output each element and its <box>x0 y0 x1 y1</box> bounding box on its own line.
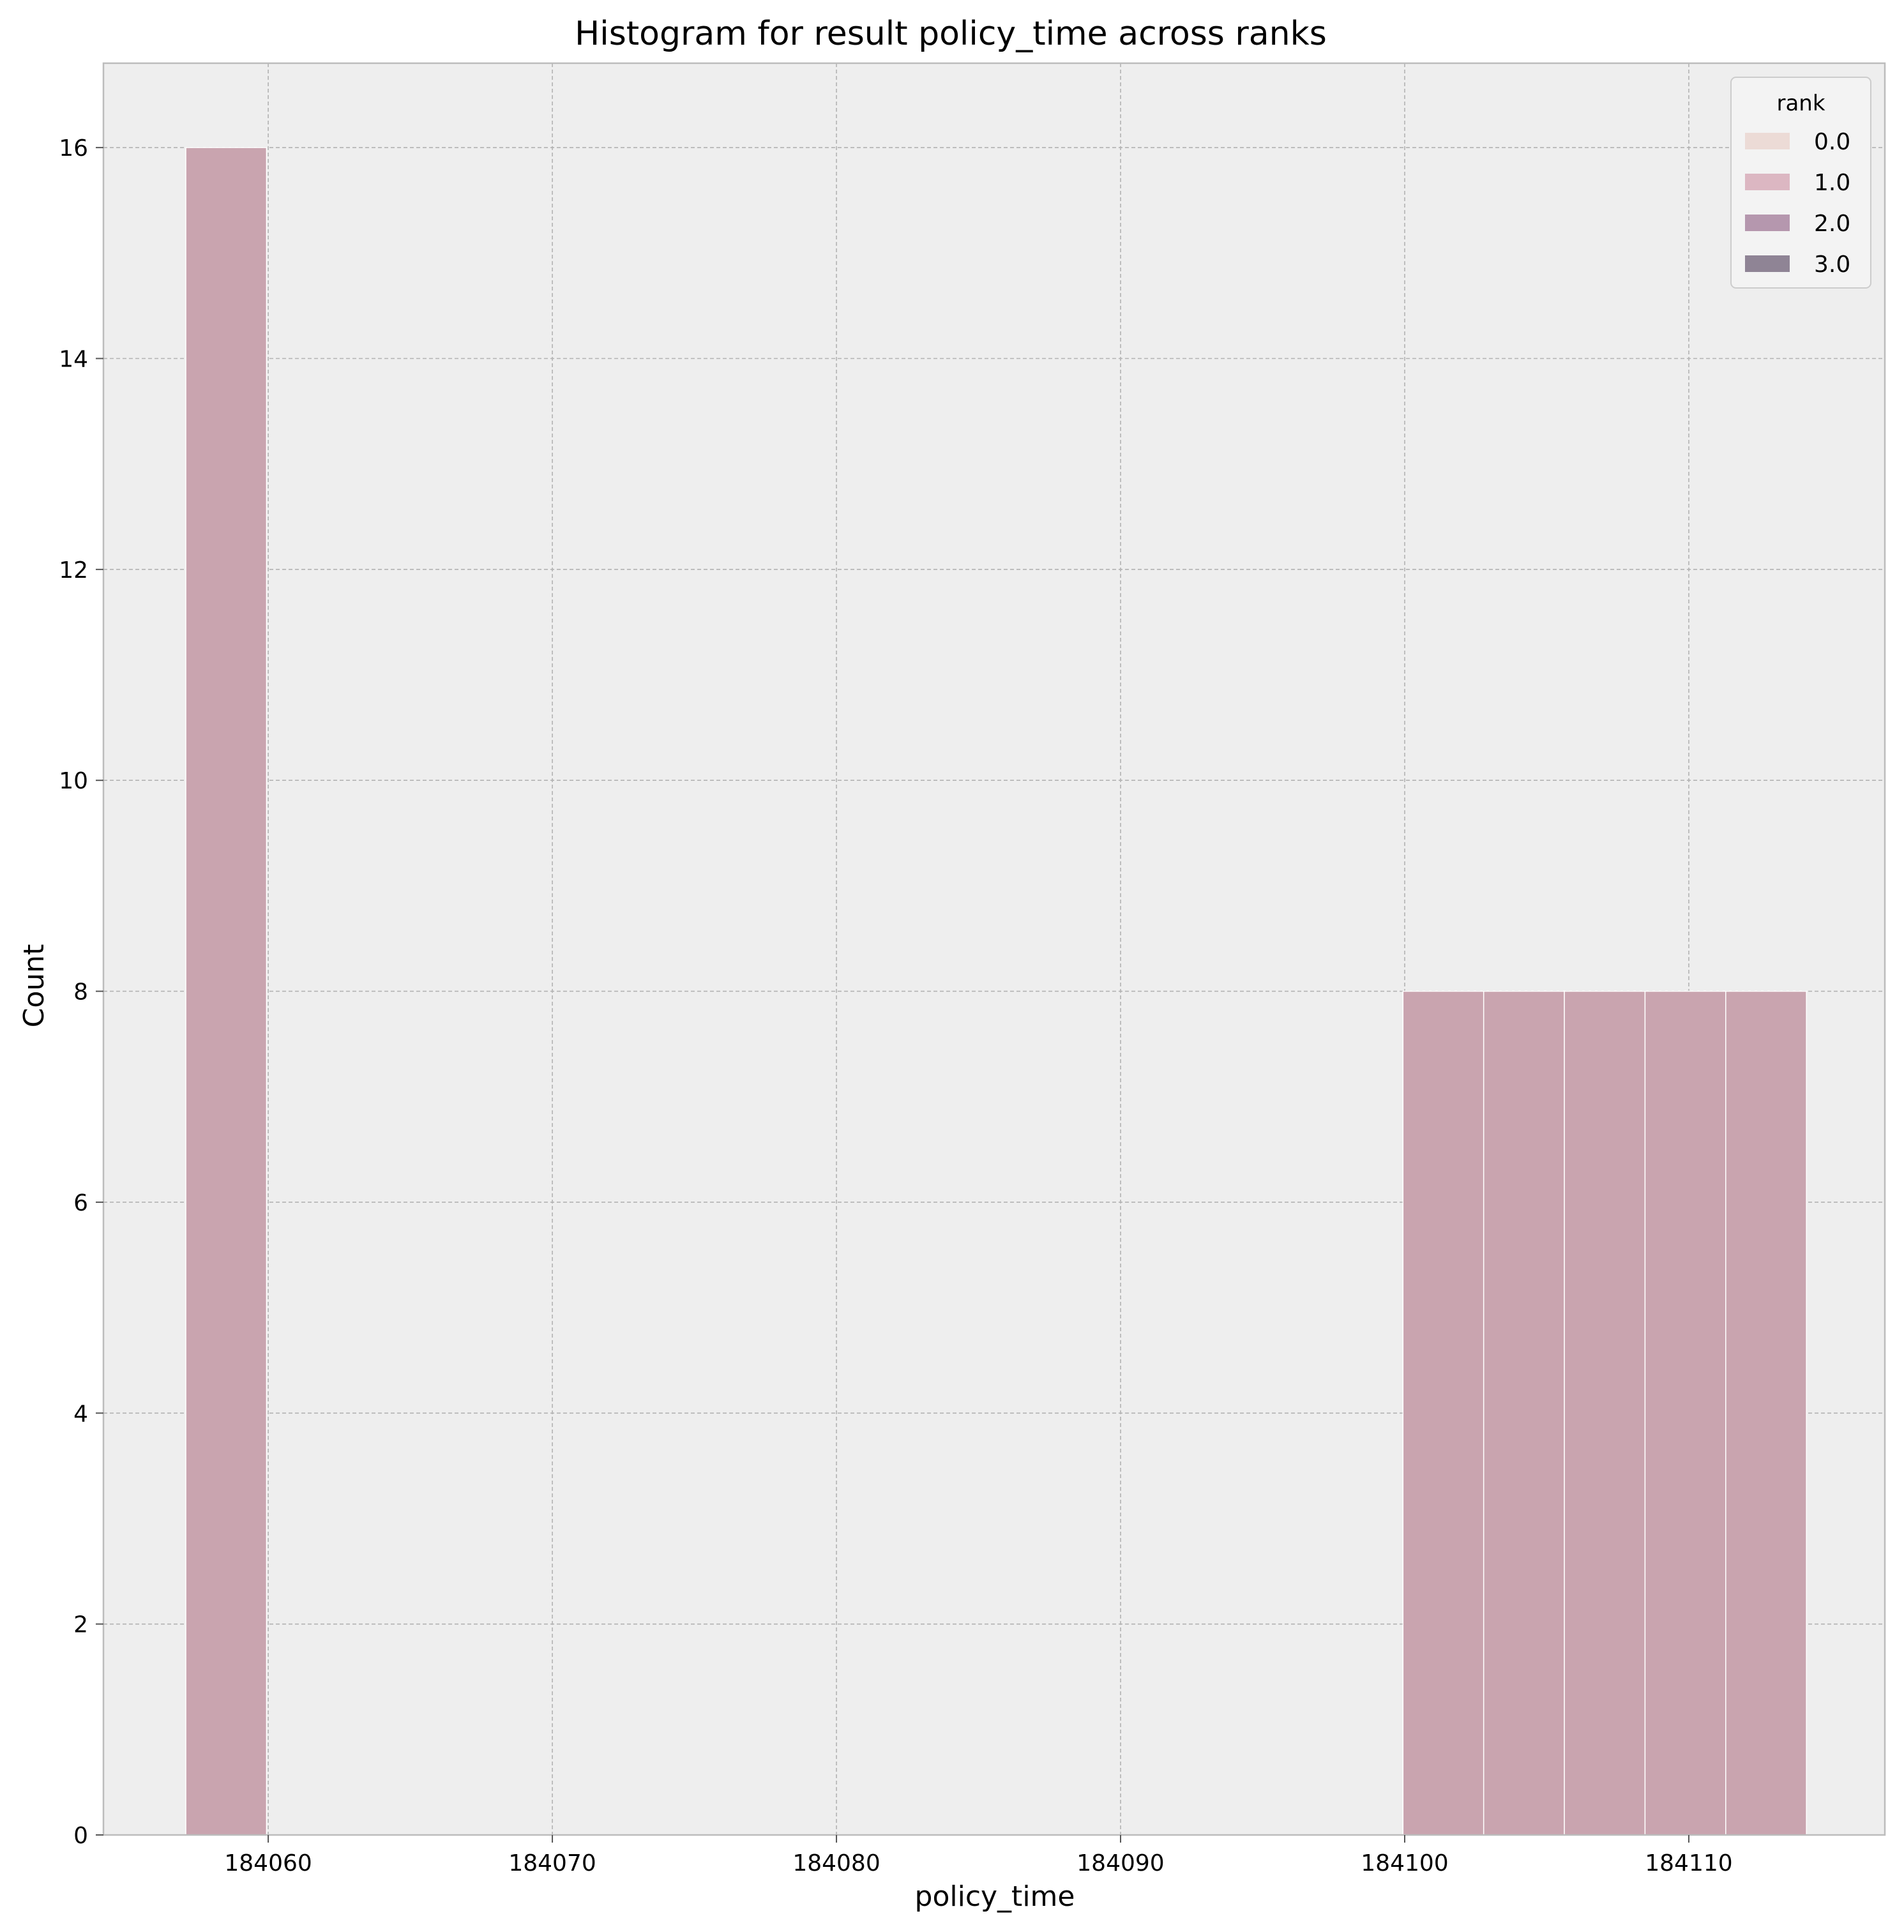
y-axis-ticks: 0 2 4 6 8 10 12 14 16 <box>59 135 103 1849</box>
legend-label: 2.0 <box>1814 211 1850 237</box>
y-tick-label: 8 <box>73 979 88 1006</box>
bars <box>185 147 1807 1836</box>
legend-label: 3.0 <box>1814 252 1850 278</box>
x-tick-label: 184060 <box>224 1850 312 1876</box>
histogram-bar <box>1483 990 1565 1836</box>
legend-box <box>1730 77 1871 289</box>
x-tick-label: 184070 <box>508 1850 596 1876</box>
legend: rank 0.0 1.0 2.0 3.0 <box>1730 77 1871 289</box>
y-tick-label: 14 <box>59 347 88 373</box>
histogram-bar <box>1725 990 1807 1836</box>
legend-swatch <box>1745 215 1790 231</box>
x-tick-label: 184080 <box>792 1850 880 1876</box>
plot-frame <box>102 62 1886 1836</box>
x-tick-label: 184110 <box>1645 1850 1732 1876</box>
y-tick-label: 10 <box>59 768 88 794</box>
x-tick-label: 184090 <box>1077 1850 1164 1876</box>
chart-title: Histogram for result policy_time across … <box>575 15 1327 53</box>
x-axis-label: policy_time <box>915 1880 1075 1913</box>
legend-label: 1.0 <box>1814 170 1850 196</box>
legend-swatch <box>1745 174 1790 190</box>
y-tick-label: 16 <box>59 135 88 162</box>
y-tick-label: 2 <box>73 1612 88 1638</box>
y-tick-label: 4 <box>73 1401 88 1427</box>
histogram-bar <box>185 147 268 1836</box>
y-axis-label: Count <box>18 944 50 1028</box>
legend-swatch <box>1745 133 1790 149</box>
x-axis-ticks: 184060 184070 184080 184090 184100 184110 <box>224 1835 1733 1876</box>
legend-label: 0.0 <box>1814 129 1850 155</box>
legend-swatch <box>1745 255 1790 272</box>
histogram-bar <box>1402 990 1485 1836</box>
y-tick-label: 12 <box>59 557 88 584</box>
x-tick-label: 184100 <box>1361 1850 1448 1876</box>
histogram-bar <box>1644 990 1726 1836</box>
legend-title: rank <box>1776 91 1825 116</box>
y-tick-label: 6 <box>73 1190 88 1216</box>
histogram-bar <box>1564 990 1646 1836</box>
y-tick-label: 0 <box>73 1823 88 1849</box>
